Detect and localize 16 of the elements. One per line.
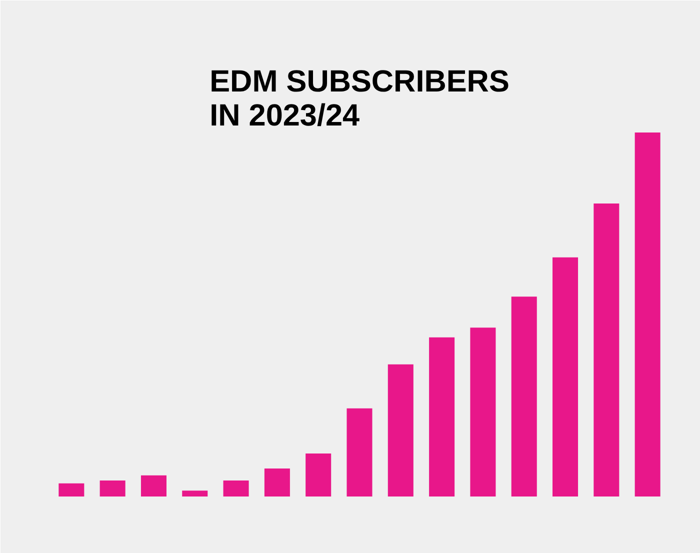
bar <box>306 454 332 496</box>
bar <box>511 296 537 496</box>
bar <box>429 337 455 496</box>
bar <box>470 328 496 496</box>
bar <box>634 132 660 496</box>
bar <box>182 490 208 496</box>
bar <box>100 480 126 496</box>
chart-title: EDM SUBSCRIBERS IN 2023/24 <box>210 64 510 132</box>
bar <box>264 468 290 496</box>
bar <box>552 257 578 496</box>
bar <box>58 483 84 496</box>
bar <box>223 480 249 496</box>
bar <box>140 475 166 496</box>
bar <box>594 203 620 496</box>
bar <box>388 364 414 496</box>
bar <box>346 408 372 496</box>
